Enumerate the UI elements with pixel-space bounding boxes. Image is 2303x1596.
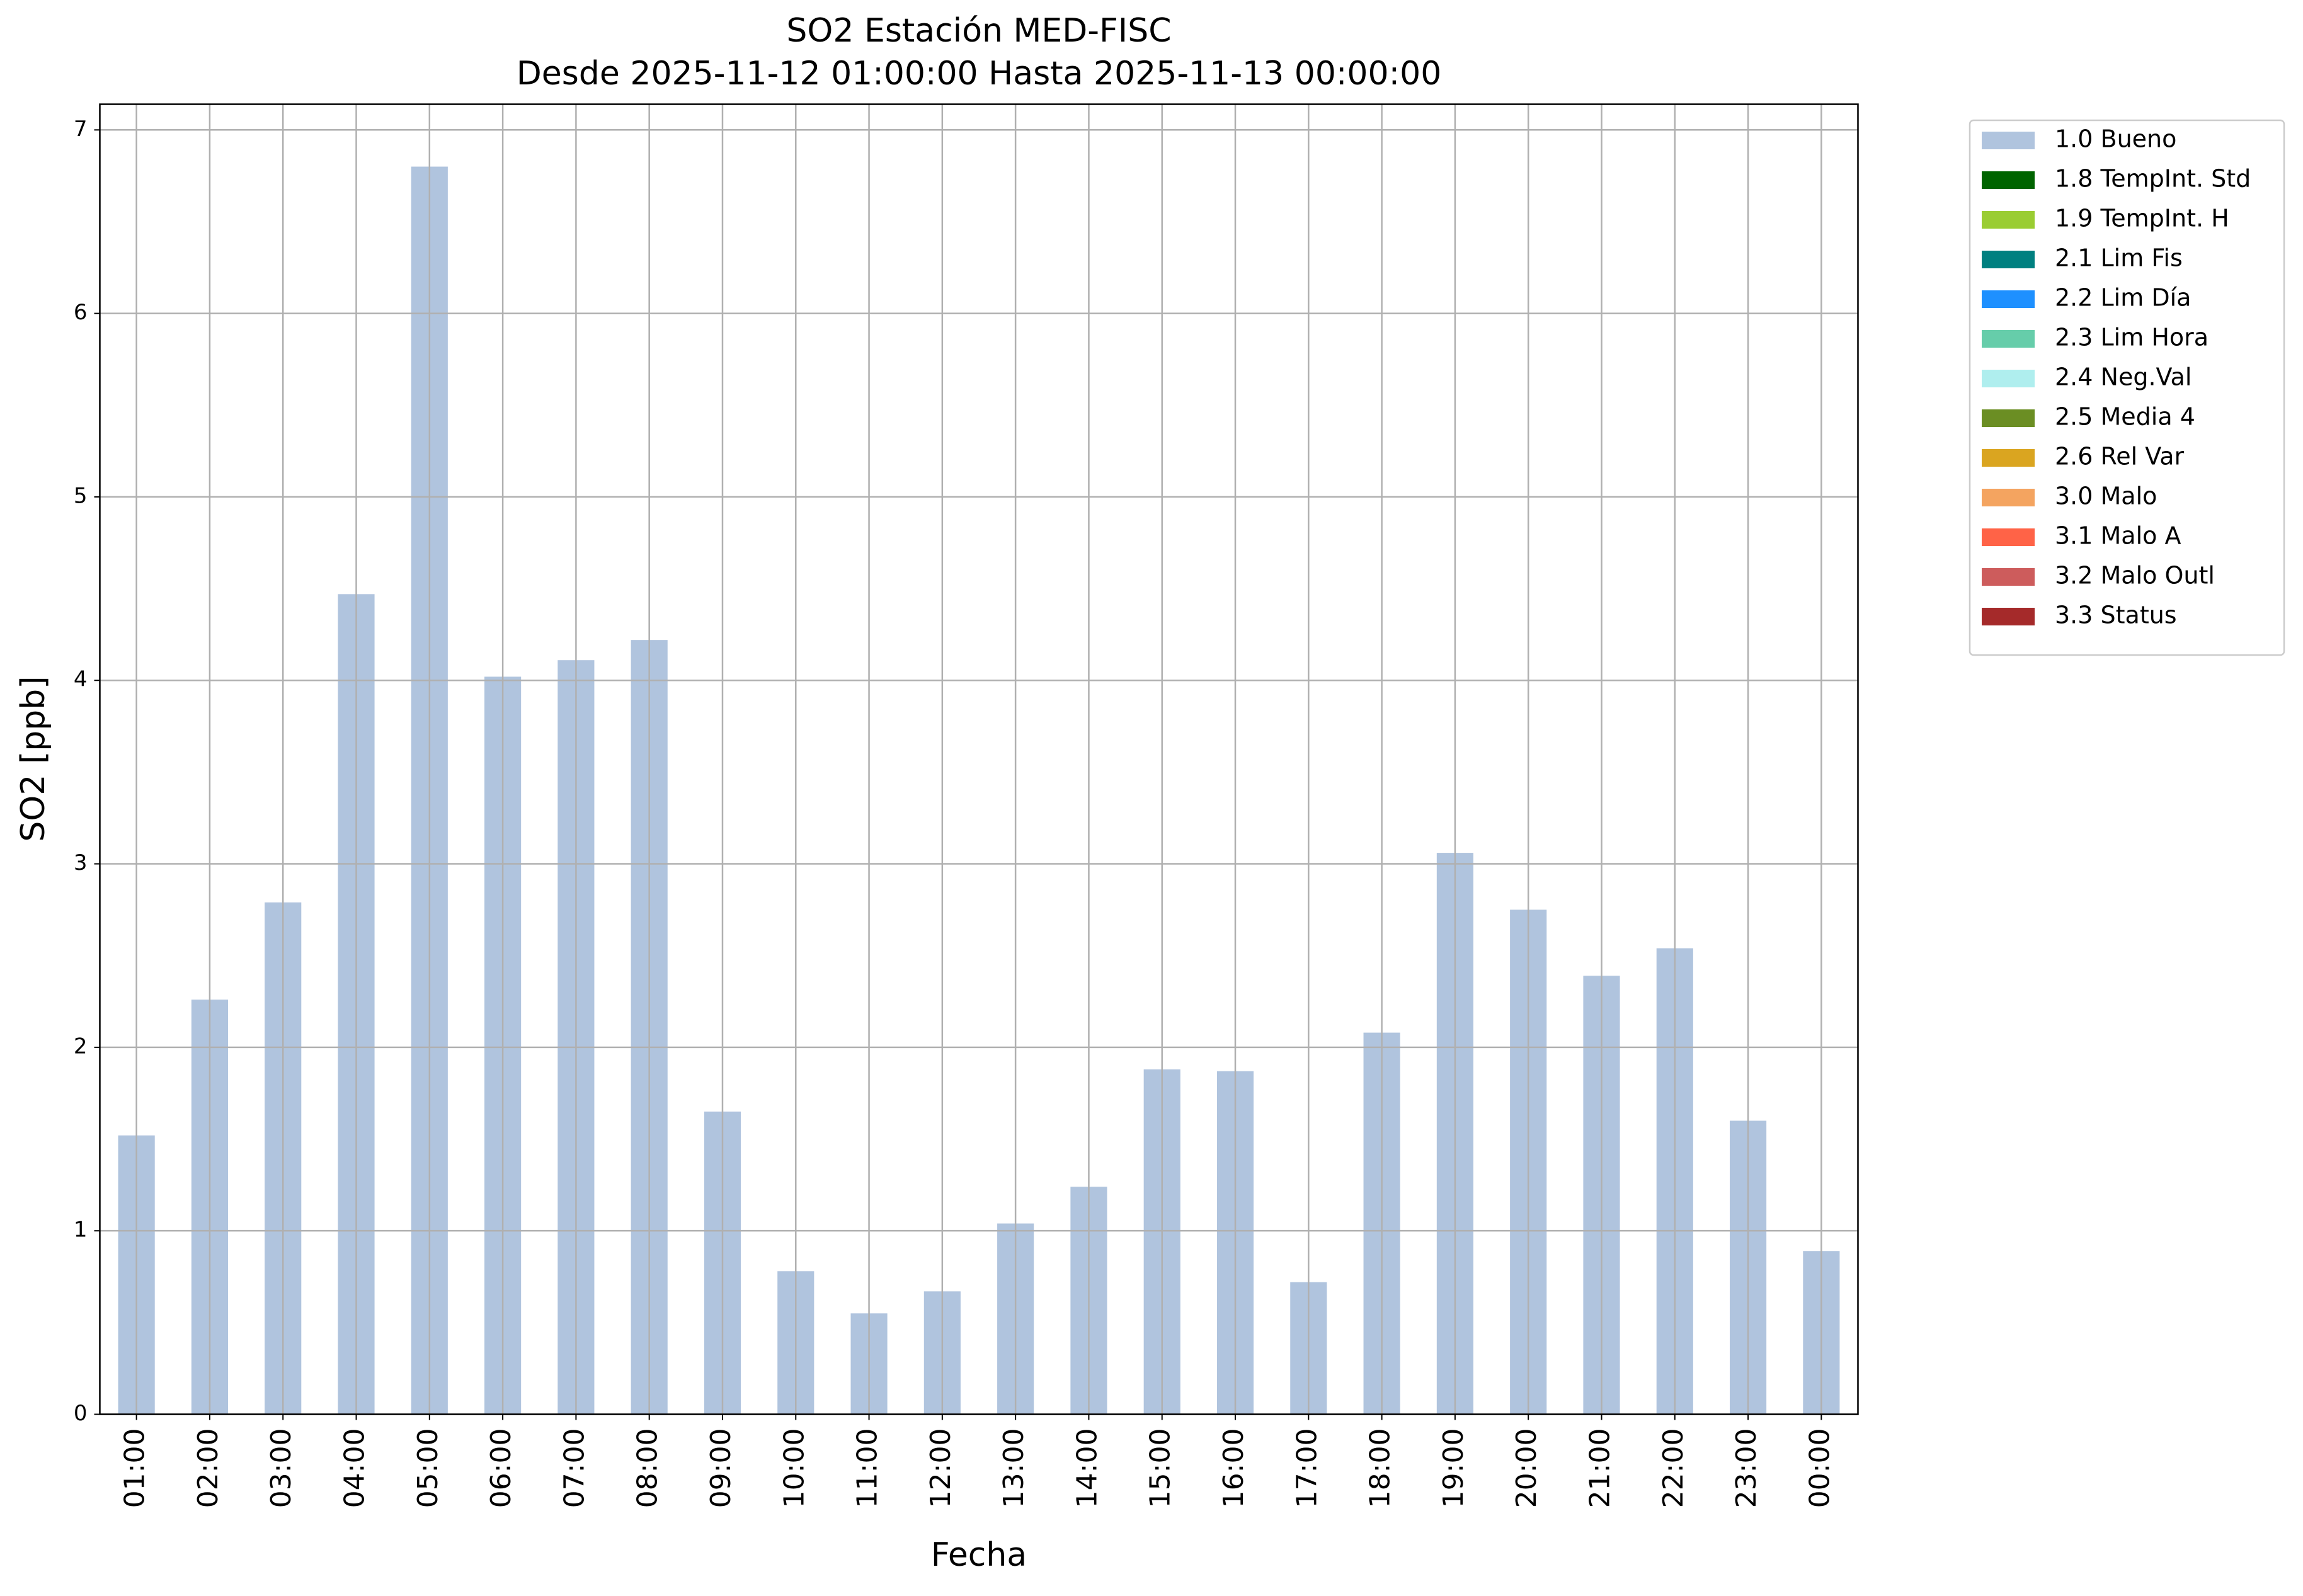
legend-label: 3.0 Malo — [2055, 482, 2157, 510]
legend-swatch — [1982, 211, 2035, 229]
y-tick-label: 1 — [74, 1217, 88, 1243]
y-tick-label: 6 — [74, 300, 88, 325]
legend-label: 3.3 Status — [2055, 601, 2177, 629]
legend-swatch — [1982, 409, 2035, 427]
x-tick-label: 04:00 — [339, 1428, 371, 1508]
legend-swatch — [1982, 132, 2035, 149]
y-tick-label: 2 — [74, 1034, 88, 1059]
x-tick-label: 14:00 — [1071, 1428, 1103, 1508]
legend-swatch — [1982, 290, 2035, 308]
legend-label: 2.2 Lim Día — [2055, 284, 2191, 312]
legend-label: 2.4 Neg.Val — [2055, 363, 2192, 391]
legend-label: 1.9 TempInt. H — [2055, 205, 2229, 232]
legend-label: 3.1 Malo A — [2055, 522, 2181, 550]
x-tick-label: 01:00 — [119, 1428, 151, 1508]
x-tick-label: 06:00 — [485, 1428, 517, 1508]
legend-swatch — [1982, 608, 2035, 625]
legend-swatch — [1982, 251, 2035, 268]
chart-subtitle: Desde 2025-11-12 01:00:00 Hasta 2025-11-… — [517, 55, 1442, 93]
x-tick-label: 00:00 — [1803, 1428, 1836, 1508]
chart-title: SO2 Estación MED-FISC — [786, 12, 1171, 50]
legend-swatch — [1982, 568, 2035, 586]
legend-swatch — [1982, 171, 2035, 189]
x-tick-label: 13:00 — [998, 1428, 1030, 1508]
legend-swatch — [1982, 489, 2035, 506]
x-tick-label: 11:00 — [852, 1428, 884, 1508]
y-tick-label: 7 — [74, 117, 88, 142]
x-tick-label: 20:00 — [1511, 1428, 1543, 1508]
legend-swatch — [1982, 330, 2035, 348]
x-tick-label: 09:00 — [705, 1428, 737, 1508]
legend-label: 3.2 Malo Outl — [2055, 562, 2215, 590]
plot-frame — [99, 103, 1859, 1415]
x-tick-label: 15:00 — [1145, 1428, 1177, 1508]
legend-label: 2.6 Rel Var — [2055, 443, 2185, 470]
x-tick-label: 07:00 — [558, 1428, 590, 1508]
x-tick-label: 18:00 — [1364, 1428, 1397, 1508]
x-tick-label: 03:00 — [265, 1428, 297, 1508]
x-tick-label: 22:00 — [1657, 1428, 1689, 1508]
x-tick-label: 12:00 — [925, 1428, 957, 1508]
legend-swatch — [1982, 528, 2035, 546]
legend-label: 2.1 Lim Fis — [2055, 244, 2183, 272]
legend-box — [1969, 119, 2285, 656]
y-tick-label: 4 — [74, 667, 88, 692]
legend-swatch — [1982, 370, 2035, 387]
legend-label: 2.5 Media 4 — [2055, 403, 2195, 431]
x-tick-label: 16:00 — [1218, 1428, 1250, 1508]
y-tick-label: 5 — [74, 483, 88, 508]
x-tick-label: 02:00 — [192, 1428, 224, 1508]
legend-label: 1.8 TempInt. Std — [2055, 165, 2251, 193]
y-tick-label: 0 — [74, 1401, 88, 1426]
x-tick-label: 10:00 — [778, 1428, 810, 1508]
x-tick-label: 23:00 — [1730, 1428, 1763, 1508]
legend-swatch — [1982, 449, 2035, 467]
x-axis-label: Fecha — [931, 1536, 1027, 1574]
legend-label: 1.0 Bueno — [2055, 125, 2176, 153]
legend-label: 2.3 Lim Hora — [2055, 324, 2209, 351]
y-axis-label: SO2 [ppb] — [14, 676, 52, 841]
y-tick-label: 3 — [74, 850, 88, 875]
x-tick-label: 05:00 — [412, 1428, 444, 1508]
x-tick-label: 21:00 — [1584, 1428, 1616, 1508]
x-tick-label: 19:00 — [1437, 1428, 1470, 1508]
x-tick-label: 08:00 — [632, 1428, 664, 1508]
x-tick-label: 17:00 — [1291, 1428, 1323, 1508]
